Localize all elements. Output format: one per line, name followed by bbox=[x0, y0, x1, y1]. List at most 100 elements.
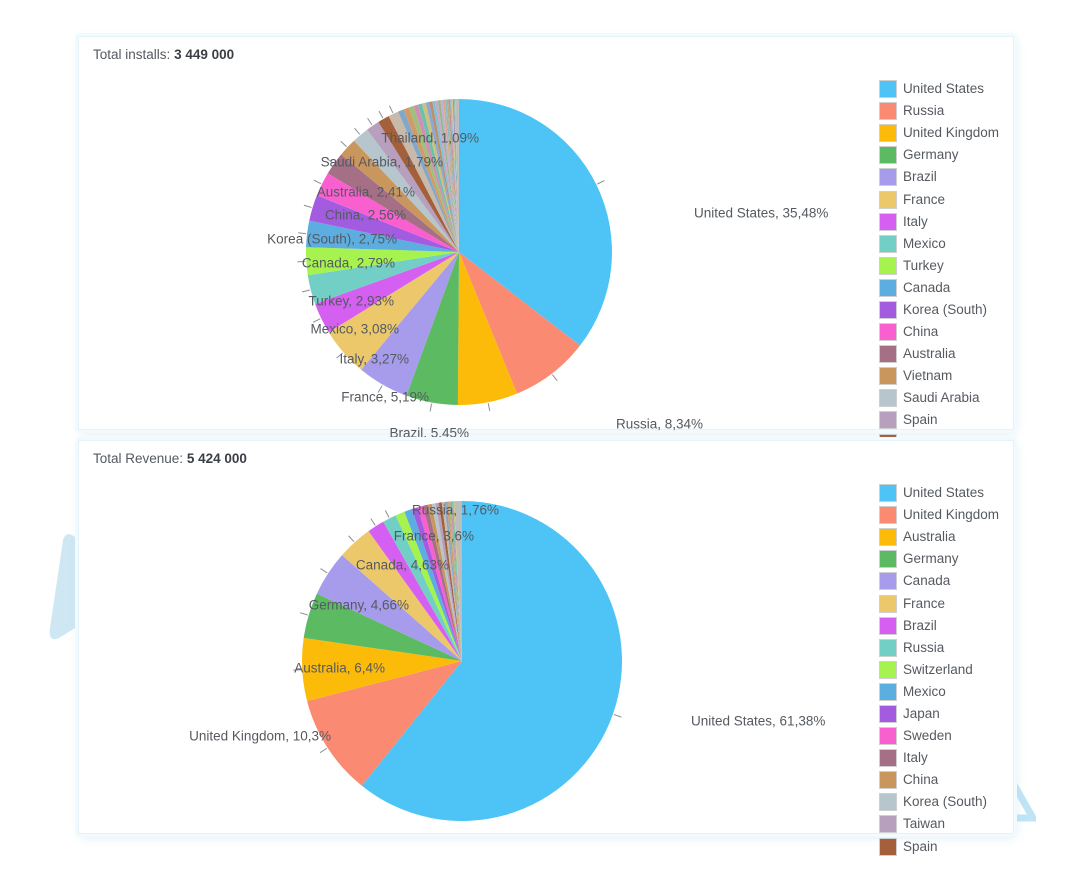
legend-item[interactable]: Switzerland bbox=[878, 659, 999, 681]
legend-item[interactable]: Sweden bbox=[878, 725, 999, 747]
pie-slice[interactable] bbox=[451, 99, 459, 252]
legend-item[interactable]: Korea (South) bbox=[878, 299, 999, 321]
legend-item[interactable]: Japan bbox=[878, 703, 999, 725]
pie-slice[interactable] bbox=[353, 129, 459, 252]
pie-slice[interactable] bbox=[431, 503, 462, 661]
pie-slice[interactable] bbox=[408, 105, 459, 253]
legend-item[interactable]: Turkey bbox=[878, 255, 999, 277]
pie-slice[interactable] bbox=[316, 555, 462, 661]
pie-slice[interactable] bbox=[309, 195, 459, 252]
pie-slice[interactable] bbox=[306, 220, 459, 252]
pie-slice[interactable] bbox=[453, 501, 462, 661]
legend-item[interactable]: Italy bbox=[878, 211, 999, 233]
pie-slice[interactable] bbox=[442, 99, 459, 252]
pie-slice[interactable] bbox=[303, 593, 462, 661]
pie-slice[interactable] bbox=[305, 247, 459, 276]
pie-slice[interactable] bbox=[361, 501, 623, 821]
pie-slice[interactable] bbox=[328, 252, 459, 370]
pie-slice[interactable] bbox=[388, 111, 459, 253]
pie-slice[interactable] bbox=[429, 101, 459, 252]
pie-slice[interactable] bbox=[411, 507, 462, 661]
legend-item[interactable]: United States bbox=[878, 482, 999, 504]
pie-slice[interactable] bbox=[453, 99, 459, 252]
pie-leader-line bbox=[303, 204, 312, 209]
legend-item[interactable]: Spain bbox=[878, 409, 999, 431]
legend-item[interactable]: France bbox=[878, 592, 999, 614]
pie-slice[interactable] bbox=[438, 502, 462, 661]
legend-item[interactable]: Russia bbox=[878, 100, 999, 122]
pie-slice[interactable] bbox=[383, 515, 462, 661]
legend-item[interactable]: Mexico bbox=[878, 233, 999, 255]
pie-label-rev-germany: Germany, 4,66% bbox=[308, 597, 409, 613]
pie-slice[interactable] bbox=[437, 100, 459, 253]
pie-slice[interactable] bbox=[449, 99, 459, 252]
legend-item[interactable]: Italy bbox=[878, 747, 999, 769]
pie-slice[interactable] bbox=[446, 501, 463, 661]
pie-slice[interactable] bbox=[302, 637, 462, 702]
pie-slice[interactable] bbox=[378, 116, 459, 253]
legend-item[interactable]: Vietnam bbox=[878, 365, 999, 387]
pie-slice[interactable] bbox=[422, 504, 462, 661]
pie-slice[interactable] bbox=[404, 509, 462, 661]
pie-slice[interactable] bbox=[316, 173, 459, 252]
pie-slice[interactable] bbox=[307, 661, 462, 786]
pie-slice[interactable] bbox=[395, 511, 462, 661]
pie-slice[interactable] bbox=[446, 99, 459, 252]
legend-item[interactable]: Mexico bbox=[878, 681, 999, 703]
pie-slice[interactable] bbox=[425, 101, 459, 253]
legend-item[interactable]: Canada bbox=[878, 570, 999, 592]
legend-item[interactable]: United Kingdom bbox=[878, 122, 999, 144]
pie-slice[interactable] bbox=[444, 501, 462, 661]
pie-slice[interactable] bbox=[452, 99, 459, 252]
legend-item[interactable]: Brazil bbox=[878, 166, 999, 188]
pie-slice[interactable] bbox=[413, 104, 459, 252]
pie-slice[interactable] bbox=[432, 100, 459, 252]
legend-item[interactable]: France bbox=[878, 188, 999, 210]
pie-slice[interactable] bbox=[457, 252, 518, 406]
pie-slice[interactable] bbox=[448, 501, 462, 661]
pie-slice[interactable] bbox=[368, 521, 462, 661]
legend-item[interactable]: Korea (South) bbox=[878, 791, 999, 813]
pie-slice[interactable] bbox=[451, 501, 462, 661]
pie-slice[interactable] bbox=[315, 252, 459, 333]
pie-slice[interactable] bbox=[454, 501, 462, 661]
pie-slice[interactable] bbox=[427, 503, 462, 661]
legend-item[interactable]: Taiwan bbox=[878, 813, 999, 835]
legend-item[interactable]: Saudi Arabia bbox=[878, 387, 999, 409]
pie-slice[interactable] bbox=[406, 252, 459, 405]
pie-slice[interactable] bbox=[417, 103, 459, 253]
pie-slice[interactable] bbox=[448, 99, 459, 252]
legend-item[interactable]: Germany bbox=[878, 144, 999, 166]
pie-slice[interactable] bbox=[327, 154, 459, 252]
pie-slice[interactable] bbox=[435, 502, 462, 661]
legend-item[interactable]: Spain bbox=[878, 836, 999, 858]
pie-slice[interactable] bbox=[361, 252, 459, 396]
pie-slice[interactable] bbox=[398, 109, 459, 252]
pie-slice[interactable] bbox=[342, 531, 462, 661]
legend-item[interactable]: China bbox=[878, 769, 999, 791]
pie-slice[interactable] bbox=[450, 501, 462, 661]
legend-item[interactable]: United Kingdom bbox=[878, 504, 999, 526]
pie-slice[interactable] bbox=[440, 99, 459, 252]
legend-item[interactable]: Australia bbox=[878, 343, 999, 365]
legend-item[interactable]: Germany bbox=[878, 548, 999, 570]
pie-slice[interactable] bbox=[441, 501, 462, 661]
legend-item[interactable]: Brazil bbox=[878, 615, 999, 637]
legend-item[interactable]: Canada bbox=[878, 277, 999, 299]
pie-slice[interactable] bbox=[422, 102, 459, 252]
pie-slice[interactable] bbox=[454, 98, 459, 253]
pie-slice[interactable] bbox=[459, 99, 612, 346]
legend-item[interactable]: China bbox=[878, 321, 999, 343]
pie-slice[interactable] bbox=[307, 252, 459, 304]
pie-label-rev-united-states: United States, 61,38% bbox=[691, 713, 826, 729]
legend-item[interactable]: Australia bbox=[878, 526, 999, 548]
legend-item[interactable]: Russia bbox=[878, 637, 999, 659]
pie-slice[interactable] bbox=[435, 100, 459, 252]
pie-slice[interactable] bbox=[417, 505, 462, 661]
pie-slice[interactable] bbox=[444, 99, 459, 253]
pie-slice[interactable] bbox=[341, 140, 459, 252]
legend-item[interactable]: United States bbox=[878, 78, 999, 100]
pie-slice[interactable] bbox=[367, 121, 459, 253]
pie-slice[interactable] bbox=[459, 252, 581, 394]
pie-slice[interactable] bbox=[403, 107, 459, 253]
